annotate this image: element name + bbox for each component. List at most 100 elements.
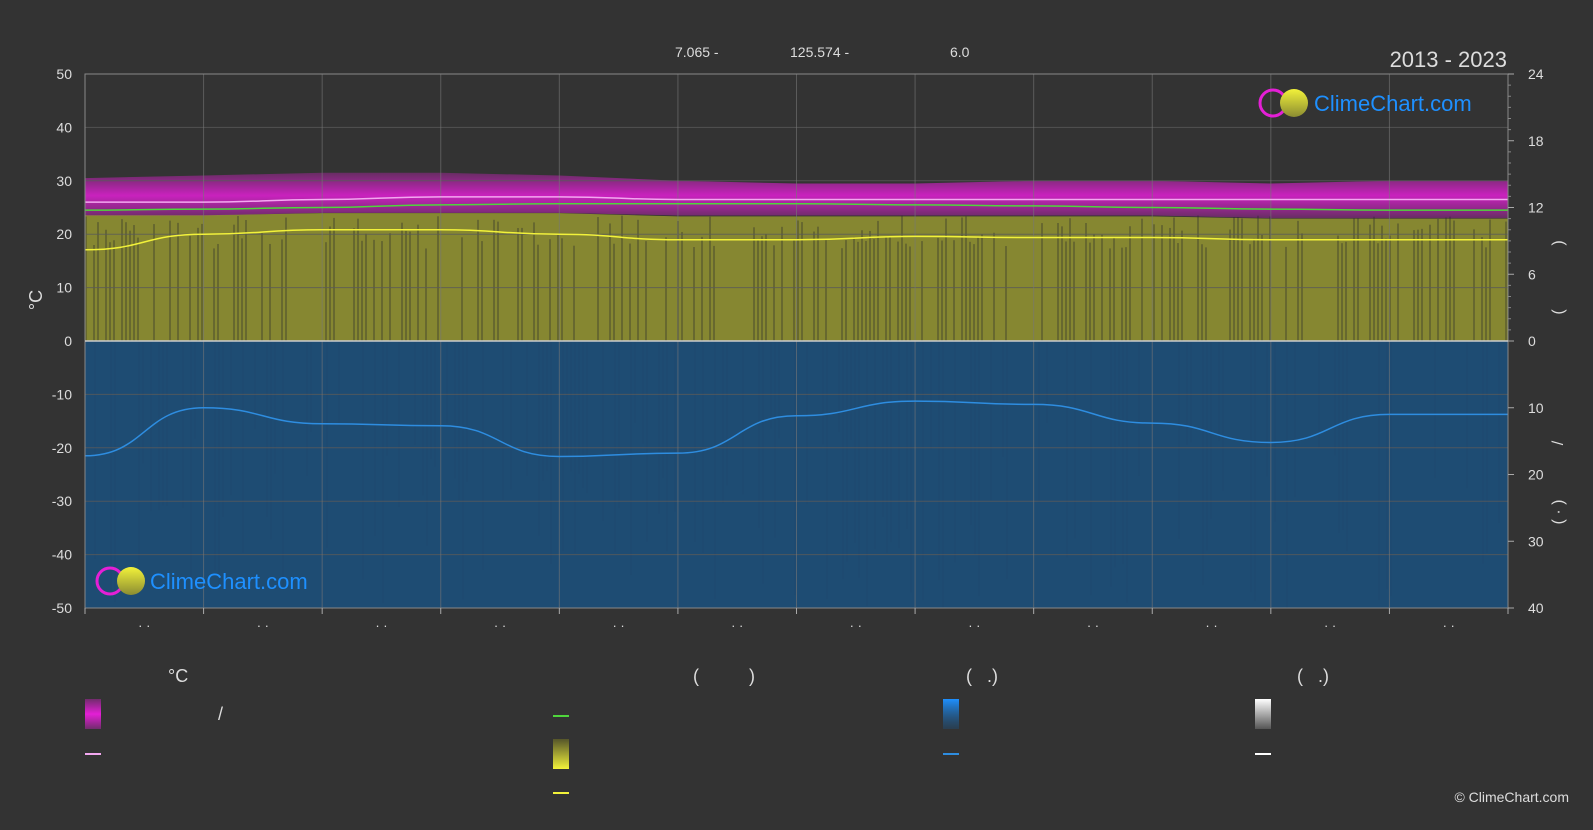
sunshine-day-stripe <box>269 243 271 341</box>
sunshine-day-stripe <box>1505 221 1507 341</box>
sunshine-day-stripe <box>861 230 863 341</box>
sunshine-day-stripe <box>1449 216 1451 341</box>
rain-day-stripe <box>1386 341 1388 590</box>
sunshine-day-stripe <box>481 241 483 341</box>
sunshine-day-stripe <box>909 246 911 341</box>
sunshine-day-stripe <box>773 245 775 341</box>
rain-day-stripe <box>742 341 744 495</box>
sunshine-day-stripe <box>1173 217 1175 341</box>
right-axis-labels: ) ( / ( · ) <box>1550 240 1567 524</box>
rain-day-stripe <box>362 341 364 580</box>
rain-day-stripe <box>510 341 512 490</box>
sunshine-day-stripe <box>261 233 263 341</box>
sunshine-day-stripe <box>85 216 87 341</box>
sunshine-day-stripe <box>637 219 639 341</box>
sunshine-day-stripe <box>417 224 419 341</box>
rain-day-stripe <box>430 341 432 460</box>
sunshine-day-stripe <box>825 240 827 341</box>
rain-day-stripe <box>826 341 828 600</box>
rain-day-stripe <box>182 341 184 509</box>
rain-day-stripe <box>566 341 568 458</box>
rain-day-stripe <box>1286 341 1288 608</box>
sunshine-day-stripe <box>965 216 967 341</box>
rain-day-stripe <box>422 341 424 496</box>
rain-day-stripe <box>646 341 648 542</box>
rain-day-stripe <box>550 341 552 564</box>
sunshine-day-stripe <box>1353 218 1355 341</box>
rain-day-stripe <box>306 341 308 476</box>
rain-day-stripe <box>1390 341 1392 597</box>
sunshine-day-stripe <box>1429 224 1431 341</box>
sunshine-day-stripe <box>709 216 711 341</box>
rain-day-stripe <box>1294 341 1296 498</box>
rain-day-stripe <box>374 341 376 536</box>
sunshine-day-stripe <box>1389 235 1391 341</box>
sunshine-day-stripe <box>1453 220 1455 341</box>
legend: °C / ( ) ( .) ( .) <box>85 666 1329 794</box>
sunshine-day-stripe <box>177 222 179 341</box>
sunshine-day-stripe <box>1397 223 1399 341</box>
longitude-label: 125.574 - <box>790 44 849 60</box>
rain-day-stripe <box>1114 341 1116 568</box>
watermark-text: ClimeChart.com <box>150 569 308 594</box>
right-axis-label-sun-open: ( <box>1550 309 1567 315</box>
rain-day-stripe <box>326 341 328 548</box>
sunshine-day-stripe <box>281 239 283 341</box>
sunshine-day-stripe <box>801 222 803 341</box>
legend-heading-snow: ( .) <box>1297 666 1329 686</box>
sunshine-day-stripe <box>517 228 519 341</box>
rain-day-stripe <box>110 341 112 598</box>
rain-day-stripe <box>138 341 140 573</box>
rain-day-stripe <box>398 341 400 507</box>
sunshine-day-stripe <box>1073 241 1075 341</box>
sunshine-day-stripe <box>1357 218 1359 341</box>
sunshine-line <box>85 228 1508 251</box>
sunshine-day-stripe <box>869 230 871 341</box>
rain-day-stripe <box>270 341 272 540</box>
rain-day-stripe <box>1210 341 1212 519</box>
rain-day-stripe <box>838 341 840 433</box>
rain-day-stripe <box>546 341 548 472</box>
legend-heading-sun: ( ) <box>693 666 755 686</box>
rain-day-stripe <box>1046 341 1048 423</box>
precipitation-line <box>85 400 1508 458</box>
rain-day-stripe <box>662 341 664 479</box>
sunshine-day-stripe <box>1369 224 1371 341</box>
rain-day-stripe <box>1254 341 1256 602</box>
sunshine-day-stripe <box>1337 235 1339 341</box>
right-tick-label: 30 <box>1528 533 1544 549</box>
rain-day-stripe <box>1486 341 1488 553</box>
sunshine-day-stripe <box>713 245 715 341</box>
sunshine-day-stripe <box>1341 243 1343 341</box>
sunshine-day-stripe <box>993 232 995 341</box>
sunshine-day-stripe <box>1437 218 1439 341</box>
rain-day-stripe <box>978 341 980 597</box>
sunshine-day-stripe <box>217 243 219 341</box>
sunshine-day-stripe <box>1181 230 1183 341</box>
rain-day-stripe <box>906 341 908 529</box>
rain-day-stripe <box>778 341 780 439</box>
sunshine-day-stripe <box>425 248 427 341</box>
sunshine-day-stripe <box>373 239 375 341</box>
rain-day-stripe <box>1190 341 1192 443</box>
sunshine-day-stripe <box>597 217 599 341</box>
month-tick-label: · · <box>375 618 387 633</box>
sunshine-day-stripe <box>797 220 799 341</box>
rain-day-stripe <box>1090 341 1092 596</box>
sunshine-day-stripe <box>853 237 855 341</box>
legend-swatch-daylight <box>553 739 569 769</box>
left-tick-label: 0 <box>64 333 72 349</box>
left-tick-label: -10 <box>52 386 72 402</box>
rain-day-stripe <box>1038 341 1040 503</box>
sunshine-day-stripe <box>701 236 703 341</box>
rain-day-stripe <box>714 341 716 600</box>
rain-day-stripe <box>842 341 844 580</box>
rain-day-stripe <box>1186 341 1188 445</box>
rain-day-stripe <box>574 341 576 553</box>
sunshine-day-stripe <box>621 215 623 341</box>
rain-day-stripe <box>570 341 572 472</box>
sunshine-day-stripe <box>1269 216 1271 341</box>
sunshine-day-stripe <box>845 240 847 341</box>
rain-day-stripe <box>850 341 852 440</box>
sunshine-day-stripe <box>113 240 115 341</box>
